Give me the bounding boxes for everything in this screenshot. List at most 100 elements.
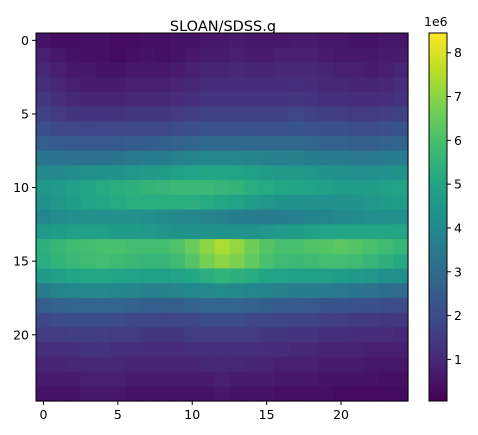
heatmap-cell (318, 327, 335, 343)
heatmap-cell (184, 150, 201, 167)
heatmap-cell (259, 283, 275, 299)
heatmap-cell (65, 91, 82, 108)
heatmap-cell (140, 121, 156, 137)
heatmap-cell (363, 91, 379, 108)
heatmap-cell (199, 327, 216, 343)
x-tick-label: 10 (184, 407, 200, 422)
heatmap-cell (110, 224, 126, 240)
heatmap-cell (80, 386, 97, 402)
heatmap-cell (169, 386, 186, 402)
heatmap-cell (199, 297, 216, 314)
heatmap-cell (140, 33, 156, 49)
heatmap-cell (244, 268, 260, 284)
heatmap-cell (378, 356, 394, 373)
y-tick-label: 0 (21, 33, 29, 48)
heatmap-cell (333, 356, 350, 373)
x-tick-label: 20 (333, 407, 349, 422)
heatmap-cell (259, 47, 275, 64)
heatmap-cell (199, 136, 216, 152)
heatmap-cell (110, 209, 126, 225)
heatmap-cell (229, 62, 245, 78)
heatmap-cell (333, 33, 350, 49)
heatmap-cell (244, 312, 260, 328)
heatmap-cell (36, 106, 52, 122)
heatmap-cell (65, 209, 82, 225)
heatmap-cell (155, 180, 171, 196)
heatmap-cell (95, 297, 111, 314)
heatmap-cell (244, 342, 260, 358)
heatmap-cell (229, 268, 245, 284)
heatmap-cell (318, 33, 335, 49)
heatmap-cell (393, 327, 409, 343)
heatmap-cell (318, 136, 335, 152)
heatmap-cell (110, 62, 126, 78)
heatmap-cell (65, 106, 82, 122)
heatmap-cell (199, 165, 216, 181)
heatmap-cell (363, 224, 379, 240)
heatmap-cell (125, 194, 141, 211)
heatmap-cell (110, 356, 126, 373)
heatmap-cell (95, 239, 111, 255)
heatmap-cell (303, 150, 320, 167)
heatmap-cell (333, 194, 350, 211)
heatmap-cell (95, 371, 111, 387)
heatmap-cell (229, 386, 245, 402)
colorbar: 1e6 1 2 3 4 5 6 7 8 (424, 14, 462, 402)
heatmap-cell (36, 165, 52, 181)
y-tick-label: 10 (13, 180, 29, 195)
heatmap-cell (214, 33, 231, 49)
heatmap-cell (50, 180, 67, 196)
heatmap-cell (274, 386, 290, 402)
colorbar-tick-label: 2 (454, 308, 462, 323)
heatmap-cell (244, 224, 260, 240)
heatmap-cell (95, 62, 111, 78)
heatmap-cell (393, 239, 409, 255)
heatmap-cell (259, 121, 275, 137)
heatmap-cell (229, 283, 245, 299)
heatmap-cell (214, 62, 231, 78)
heatmap-cell (65, 253, 82, 270)
heatmap-cell (214, 165, 231, 181)
heatmap-cell (274, 224, 290, 240)
heatmap-cell (199, 150, 216, 167)
heatmap-cell (95, 77, 111, 93)
heatmap-cell (184, 77, 201, 93)
heatmap-cell (125, 165, 141, 181)
heatmap-cell (50, 356, 67, 373)
heatmap-cell (348, 253, 364, 270)
heatmap-cell (333, 106, 350, 122)
heatmap-cell (274, 194, 290, 211)
heatmap-cell (274, 106, 290, 122)
heatmap-cell (244, 194, 260, 211)
heatmap-cell (303, 91, 320, 108)
heatmap-cell (140, 342, 156, 358)
heatmap-cell (259, 327, 275, 343)
heatmap-cell (50, 136, 67, 152)
heatmap-cell (184, 62, 201, 78)
heatmap-cell (80, 224, 97, 240)
heatmap-cell (36, 180, 52, 196)
heatmap-cell (65, 180, 82, 196)
heatmap-cell (110, 106, 126, 122)
heatmap-cell (80, 297, 97, 314)
heatmap-cell (288, 121, 305, 137)
heatmap-cell (378, 386, 394, 402)
heatmap-cell (36, 224, 52, 240)
heatmap-cell (378, 283, 394, 299)
heatmap-cell (110, 371, 126, 387)
heatmap-cell (229, 121, 245, 137)
heatmap-cell (244, 165, 260, 181)
heatmap-cell (363, 165, 379, 181)
heatmap-cell (36, 62, 52, 78)
heatmap-cell (259, 371, 275, 387)
heatmap-cell (318, 224, 335, 240)
heatmap-cell (303, 121, 320, 137)
heatmap-cell (125, 253, 141, 270)
heatmap-cell (303, 194, 320, 211)
heatmap-cell (110, 47, 126, 64)
heatmap-cell (303, 268, 320, 284)
heatmap-cell (140, 356, 156, 373)
heatmap-cell (36, 194, 52, 211)
heatmap-cell (199, 356, 216, 373)
heatmap-cell (199, 47, 216, 64)
